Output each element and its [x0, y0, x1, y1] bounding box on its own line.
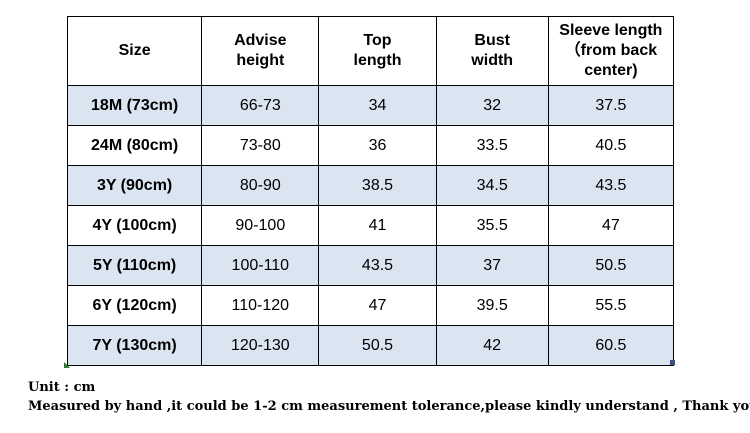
top-length-cell: 50.5 — [318, 325, 437, 366]
size-cell: 3Y (90cm) — [66, 165, 203, 206]
bust-width-cell: 37 — [435, 245, 549, 286]
header-bust-width: Bust width — [435, 16, 549, 86]
header-row: Size Advise height Top length Bust width… — [66, 16, 675, 86]
top-length-cell: 34 — [318, 85, 437, 126]
height-cell: 110-120 — [201, 285, 320, 326]
size-cell: 7Y (130cm) — [66, 325, 203, 366]
bust-width-cell: 42 — [435, 325, 549, 366]
header-top-line-1: Top — [363, 32, 392, 49]
top-length-cell: 36 — [318, 125, 437, 166]
header-sleeve-line-2: （from back — [564, 42, 658, 59]
header-size-label: Size — [118, 42, 151, 59]
height-cell: 80-90 — [201, 165, 320, 206]
sleeve-length-cell: 55.5 — [547, 285, 675, 326]
bust-width-cell: 39.5 — [435, 285, 549, 326]
size-cell: 18M (73cm) — [66, 85, 203, 126]
header-sleeve-length: Sleeve length （from back center) — [547, 16, 675, 86]
height-cell: 100-110 — [201, 245, 320, 286]
table-row: 7Y (130cm) 120-130 50.5 42 60.5 — [66, 325, 675, 366]
bust-width-cell: 35.5 — [435, 205, 549, 246]
header-height-line-2: height — [236, 52, 285, 69]
top-length-cell: 47 — [318, 285, 437, 326]
header-size: Size — [66, 16, 203, 86]
size-cell: 6Y (120cm) — [66, 285, 203, 326]
header-bust-line-1: Bust — [474, 32, 510, 49]
corner-mark-icon — [64, 362, 70, 368]
corner-resize-handle-icon — [670, 360, 675, 365]
header-height-line-1: Advise — [234, 32, 287, 49]
table-row: 18M (73cm) 66-73 34 32 37.5 — [66, 85, 675, 126]
height-cell: 90-100 — [201, 205, 320, 246]
table-row: 5Y (110cm) 100-110 43.5 37 50.5 — [66, 245, 675, 286]
header-advise-height: Advise height — [201, 16, 320, 86]
table-row: 4Y (100cm) 90-100 41 35.5 47 — [66, 205, 675, 246]
bust-width-cell: 34.5 — [435, 165, 549, 206]
table-row: 24M (80cm) 73-80 36 33.5 40.5 — [66, 125, 675, 166]
notes-block: Unit : cm Measured by hand ,it could be … — [28, 378, 750, 416]
header-top-length: Top length — [318, 16, 437, 86]
size-cell: 4Y (100cm) — [66, 205, 203, 246]
sleeve-length-cell: 43.5 — [547, 165, 675, 206]
unit-note: Unit : cm — [28, 380, 96, 395]
header-sleeve-line-1: Sleeve length — [559, 22, 663, 39]
header-top-line-2: length — [353, 52, 402, 69]
top-length-cell: 38.5 — [318, 165, 437, 206]
size-cell: 5Y (110cm) — [66, 245, 203, 286]
tolerance-note: Measured by hand ,it could be 1-2 cm mea… — [28, 399, 750, 414]
table-row: 3Y (90cm) 80-90 38.5 34.5 43.5 — [66, 165, 675, 206]
top-length-cell: 43.5 — [318, 245, 437, 286]
sleeve-length-cell: 60.5 — [547, 325, 675, 366]
sleeve-length-cell: 47 — [547, 205, 675, 246]
size-cell: 24M (80cm) — [66, 125, 203, 166]
top-length-cell: 41 — [318, 205, 437, 246]
bust-width-cell: 32 — [435, 85, 549, 126]
table-row: 6Y (120cm) 110-120 47 39.5 55.5 — [66, 285, 675, 326]
sleeve-length-cell: 50.5 — [547, 245, 675, 286]
sleeve-length-cell: 37.5 — [547, 85, 675, 126]
header-bust-line-2: width — [471, 52, 514, 69]
height-cell: 73-80 — [201, 125, 320, 166]
bust-width-cell: 33.5 — [435, 125, 549, 166]
height-cell: 120-130 — [201, 325, 320, 366]
height-cell: 66-73 — [201, 85, 320, 126]
sleeve-length-cell: 40.5 — [547, 125, 675, 166]
header-sleeve-line-3: center) — [584, 62, 638, 79]
size-chart-table: Size Advise height Top length Bust width… — [66, 16, 675, 366]
